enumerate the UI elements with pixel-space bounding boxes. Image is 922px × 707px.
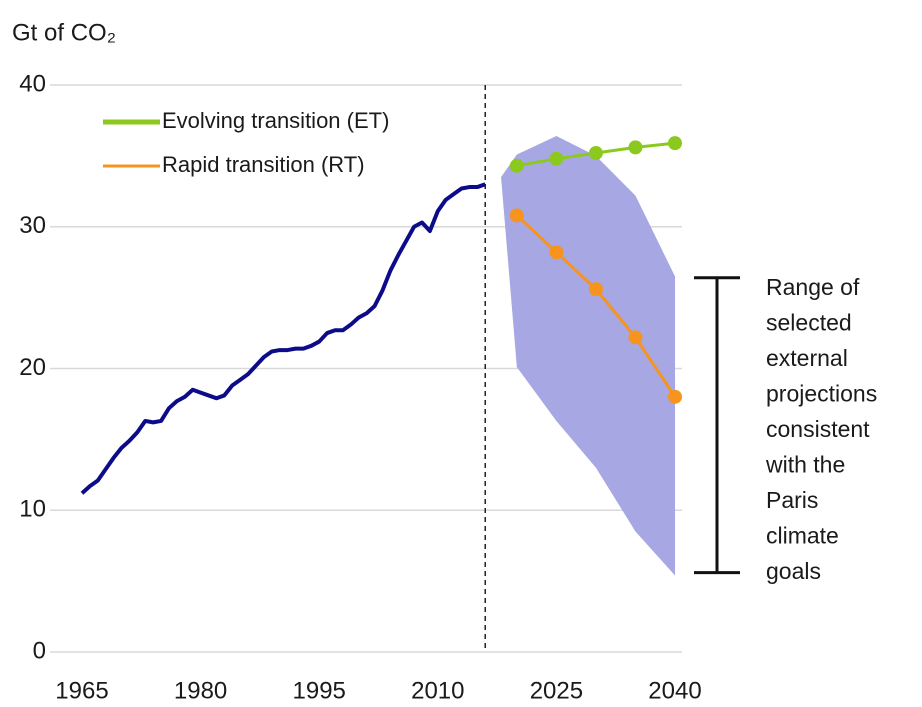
y-tick-label: 0	[33, 637, 46, 664]
series-point	[628, 330, 643, 345]
series-point	[668, 136, 682, 151]
x-tick-label: 2040	[648, 677, 701, 704]
series-point	[549, 245, 564, 260]
series-point	[549, 151, 564, 166]
y-tick-label: 40	[19, 70, 46, 97]
series-point	[628, 140, 643, 155]
annotation: climate	[766, 523, 839, 549]
x-tick-label: 2025	[530, 677, 583, 704]
y-tick-label: 10	[19, 496, 46, 523]
history-line	[80, 182, 486, 495]
annotation: selected	[766, 310, 852, 336]
annotation: goals	[766, 558, 821, 584]
y-axis-label: Gt of CO₂	[12, 19, 116, 46]
annotation: Range of	[766, 274, 860, 300]
x-tick-label: 1995	[293, 677, 346, 704]
annotation: with the	[765, 452, 845, 478]
projection-range	[501, 136, 675, 576]
x-tick-label: 2010	[411, 677, 464, 704]
series-point	[509, 158, 524, 173]
x-tick-label: 1980	[174, 677, 227, 704]
series-point	[509, 208, 524, 223]
series-point	[588, 146, 603, 161]
legend-label: Rapid transition (RT)	[162, 152, 365, 177]
annotation: Paris	[766, 487, 818, 513]
series-point	[668, 389, 682, 404]
annotation: consistent	[766, 416, 870, 442]
y-tick-label: 20	[19, 354, 46, 381]
legend-label: Evolving transition (ET)	[162, 108, 389, 133]
x-tick-label: 1965	[55, 677, 108, 704]
series-point	[588, 282, 603, 297]
annotation: external	[766, 345, 848, 371]
y-tick-label: 30	[19, 212, 46, 239]
annotation: projections	[766, 381, 877, 407]
